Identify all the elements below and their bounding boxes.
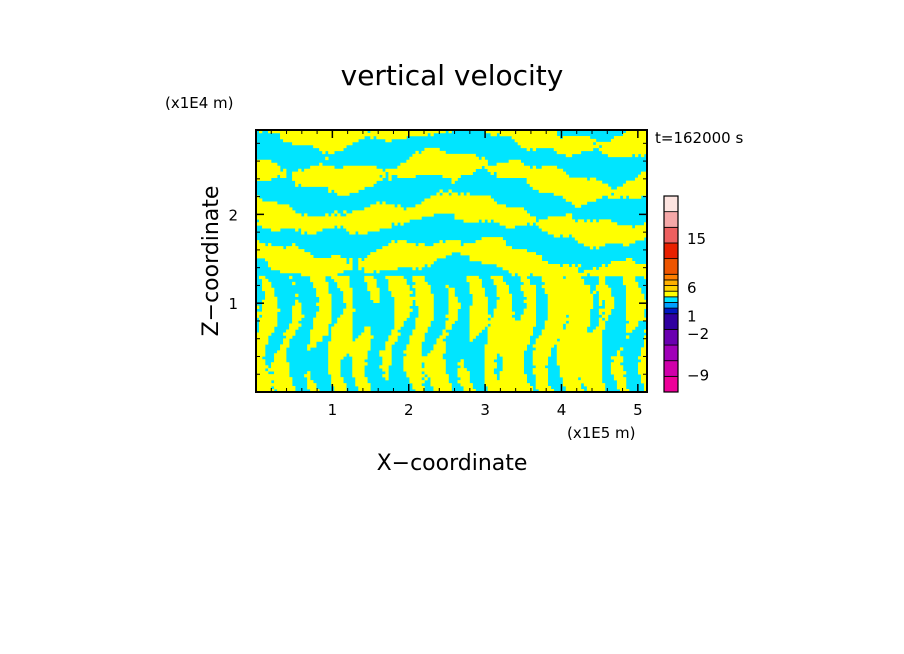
colorbar-level — [663, 242, 679, 260]
y-axis: 12 — [228, 142, 647, 375]
colorbar-level — [663, 375, 679, 393]
colorbar-level — [663, 302, 679, 309]
colorbar-label: 1 — [687, 308, 697, 326]
colorbar-level — [663, 290, 679, 298]
x-tick-label: 3 — [480, 401, 490, 419]
positive-velocity-region — [256, 130, 647, 392]
colorbar-level — [663, 226, 679, 244]
colorbar: −9 −21 6 15 — [663, 195, 709, 393]
x-tick-label: 4 — [557, 401, 567, 419]
colorbar-level — [663, 285, 679, 292]
x-tick-label: 5 — [633, 401, 643, 419]
x-tick-label: 1 — [328, 401, 338, 419]
colorbar-level — [663, 296, 679, 303]
colorbar-frame — [663, 195, 679, 393]
x-axis-label: X−coordinate — [377, 451, 528, 476]
x-tick-label: 2 — [404, 401, 414, 419]
colorbar-level — [663, 273, 679, 281]
y-axis-label: Z−coordinate — [199, 186, 224, 337]
x-axis: 1 2 3 4 5 — [270, 130, 643, 419]
colorbar-level — [663, 328, 679, 346]
colorbar-label: 6 — [687, 279, 697, 297]
colorbar-level — [663, 195, 679, 213]
colorbar-label: −9 — [687, 366, 709, 384]
colorbar-level — [663, 344, 679, 362]
colorbar-level — [663, 258, 679, 275]
plot-frame — [255, 129, 648, 393]
colorbar-label: 15 — [687, 230, 706, 248]
chart-title: vertical velocity — [341, 59, 564, 92]
colorbar-level — [663, 211, 679, 228]
colorbar-level — [663, 279, 679, 286]
time-label: t=162000 s — [655, 129, 743, 147]
velocity-field — [256, 130, 647, 392]
colorbar-level — [663, 313, 679, 330]
y-tick-label: 2 — [228, 206, 238, 224]
colorbar-label: −2 — [687, 325, 709, 343]
x-scale-label: (x1E5 m) — [567, 424, 636, 442]
colorbar-level — [663, 360, 679, 377]
y-scale-label: (x1E4 m) — [165, 94, 234, 112]
y-tick-label: 1 — [228, 295, 238, 313]
colorbar-level — [663, 307, 679, 315]
